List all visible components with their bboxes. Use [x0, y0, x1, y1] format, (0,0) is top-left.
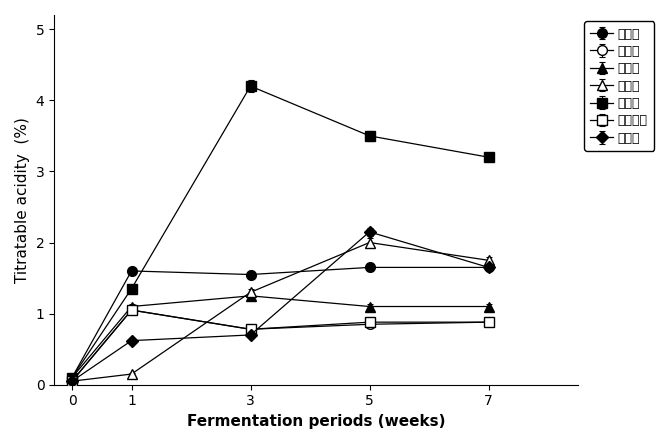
X-axis label: Fermentation periods (weeks): Fermentation periods (weeks)	[187, 414, 445, 429]
Y-axis label: Titratable acidity  (%): Titratable acidity (%)	[15, 117, 30, 283]
Legend: 진맥초, 무국초, 사절초, 동주초, 대맥초, 속미국초, 추년초: 진맥초, 무국초, 사절초, 동주초, 대맥초, 속미국초, 추년초	[584, 21, 654, 151]
